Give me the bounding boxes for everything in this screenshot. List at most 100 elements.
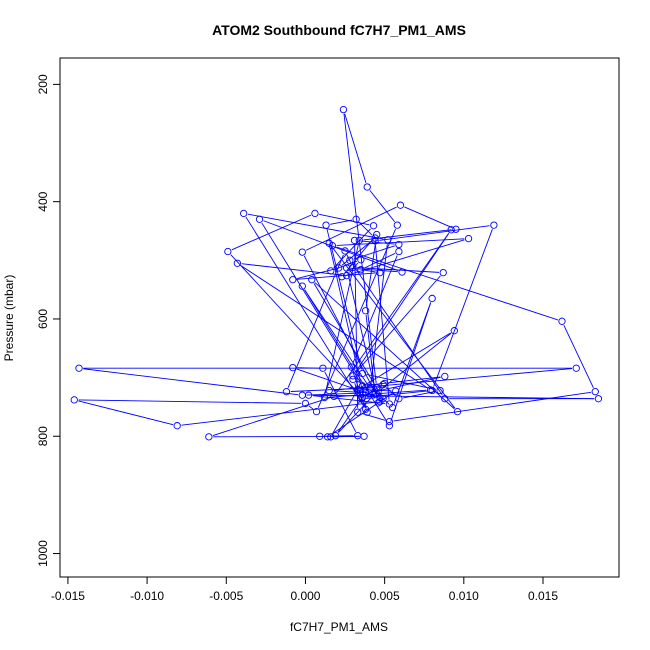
data-point: [354, 408, 362, 416]
data-point: [572, 364, 580, 372]
series-line-segment: [290, 387, 373, 392]
data-point: [426, 386, 435, 394]
data-point: [376, 268, 384, 277]
data-point: [255, 215, 264, 223]
data-point: [339, 105, 348, 114]
data-point: [328, 242, 337, 250]
data-point: [357, 256, 365, 264]
data-point: [354, 385, 362, 393]
data-point: [376, 398, 384, 406]
series-line-segment: [344, 113, 367, 184]
data-point: [325, 386, 333, 395]
series-line-segment: [355, 275, 441, 373]
x-tick-label: -0.005: [209, 589, 243, 603]
y-tick-label: 600: [36, 309, 50, 329]
data-point: [311, 209, 319, 218]
data-point: [385, 400, 394, 408]
data-point: [205, 433, 213, 441]
series-line-segment: [337, 396, 364, 433]
data-point: [312, 407, 321, 416]
data-point: [374, 399, 382, 407]
data-point: [327, 433, 335, 441]
data-point: [363, 183, 371, 191]
data-point: [289, 363, 297, 372]
data-point: [369, 222, 378, 230]
data-point: [319, 364, 327, 372]
data-point: [350, 236, 359, 245]
data-point: [385, 417, 394, 426]
data-point: [558, 317, 566, 325]
data-point: [594, 395, 603, 403]
data-point: [392, 387, 400, 395]
series-line-segment: [365, 238, 377, 307]
series-line-segment: [354, 233, 450, 373]
data-point: [358, 382, 367, 390]
data-point: [347, 363, 356, 371]
data-point: [358, 393, 367, 402]
series-line-segment: [349, 262, 359, 273]
data-point: [355, 236, 363, 245]
data-point: [428, 294, 436, 303]
y-tick-label: 1000: [36, 540, 50, 567]
data-point: [357, 395, 365, 403]
series-line-segment: [358, 221, 373, 236]
series-line-segment: [369, 190, 395, 223]
data-point: [322, 221, 330, 229]
series-line-segment: [334, 260, 358, 270]
data-point: [439, 268, 447, 277]
data-point: [323, 433, 332, 441]
data-point: [447, 226, 455, 234]
data-point: [395, 247, 403, 256]
y-tick-label: 200: [36, 74, 50, 94]
data-point: [436, 386, 444, 395]
data-point: [358, 369, 367, 378]
series-line-segment: [305, 206, 397, 251]
series-line-segment: [326, 229, 362, 370]
data-point: [330, 392, 338, 401]
data-point: [361, 307, 370, 315]
data-point: [298, 282, 306, 290]
data-point: [441, 372, 449, 381]
series-line-segment: [336, 246, 559, 321]
series-line-segment: [306, 392, 362, 396]
data-point: [282, 388, 291, 396]
data-point: [357, 266, 365, 274]
series-line-segment: [212, 397, 331, 436]
plot-area: [70, 105, 603, 441]
series-line-segment: [372, 376, 441, 393]
data-point: [173, 422, 181, 430]
data-point: [396, 201, 405, 209]
data-point: [352, 215, 360, 223]
series-line-segment: [181, 401, 376, 426]
series-line-segment: [308, 405, 314, 410]
data-point: [464, 234, 473, 243]
series-line-segment: [365, 314, 376, 390]
data-point: [450, 327, 458, 335]
series-line-segment: [354, 244, 359, 408]
series-line-segment: [240, 265, 428, 388]
series-line-segment: [317, 228, 397, 408]
series-line-segment: [241, 263, 343, 276]
data-point: [452, 225, 460, 233]
data-point: [342, 271, 351, 280]
data-point: [441, 395, 449, 403]
series-line-segment: [365, 269, 376, 273]
series-line-segment: [361, 413, 386, 421]
data-point: [380, 379, 389, 388]
series-line-segment: [433, 229, 493, 387]
data-point: [393, 221, 401, 229]
series-line-segment: [261, 222, 361, 383]
data-point: [349, 375, 357, 384]
series-line-segment: [563, 325, 594, 388]
series-line-segment: [83, 368, 299, 396]
series-line-segment: [78, 400, 174, 426]
data-point: [298, 248, 306, 256]
y-tick-label: 800: [36, 426, 50, 446]
data-point: [384, 236, 392, 244]
data-point: [360, 432, 368, 440]
x-tick-label: -0.010: [130, 589, 164, 603]
series-line-segment: [358, 240, 395, 245]
series-line-segment: [328, 389, 427, 398]
series-line-segment: [333, 228, 371, 269]
data-point: [371, 234, 379, 242]
